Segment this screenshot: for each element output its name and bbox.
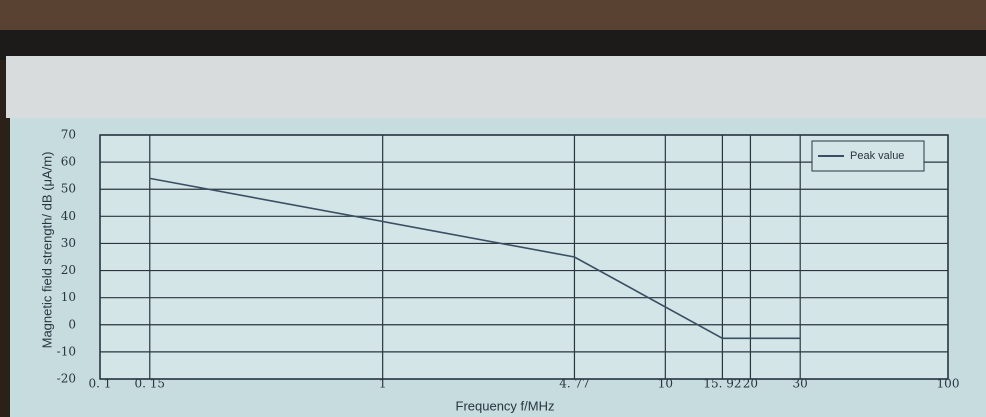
y-tick-label: 60 xyxy=(61,155,76,169)
y-tick-label: 20 xyxy=(61,263,76,277)
y-tick-label: 0 xyxy=(68,317,76,331)
y-tick-label: 10 xyxy=(61,290,76,304)
x-axis-label: Frequency f/MHz xyxy=(456,398,555,413)
y-axis-label: Magnetic field strength/ dB (μA/m) xyxy=(39,152,54,349)
chart: Magnetic field strength/ dB (μA/m) Frequ… xyxy=(0,0,986,417)
window-bar xyxy=(6,56,986,118)
monitor-top xyxy=(0,30,986,60)
y-tick-label: -20 xyxy=(57,372,76,386)
y-tick-label: 40 xyxy=(61,209,76,223)
y-tick-label: -10 xyxy=(57,344,76,358)
legend-label: Peak value xyxy=(850,150,904,162)
y-tick-label: 30 xyxy=(61,236,76,250)
y-tick-label: 70 xyxy=(61,128,76,142)
y-tick-label: 50 xyxy=(61,182,76,196)
plot-area xyxy=(100,135,948,379)
